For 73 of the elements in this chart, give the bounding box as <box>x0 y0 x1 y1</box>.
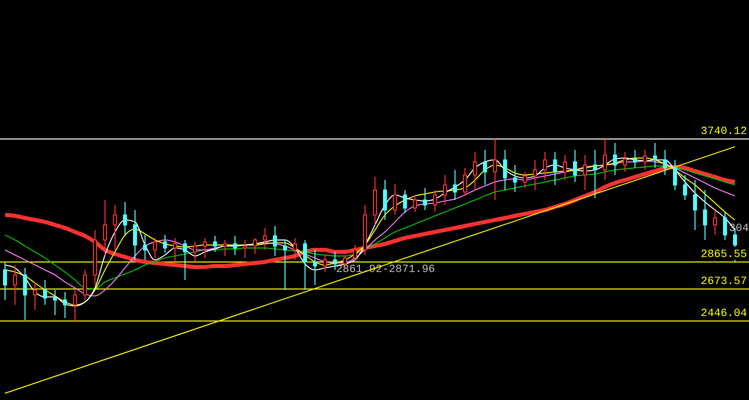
candlestick <box>523 171 527 189</box>
candlestick <box>603 138 607 181</box>
candlestick <box>253 237 257 255</box>
ref-line-label: 2446.04 <box>700 308 748 320</box>
candlestick <box>263 227 267 250</box>
ref-line-label: 3740.12 <box>700 126 747 138</box>
candlestick <box>663 149 667 176</box>
candlestick <box>723 211 727 240</box>
candlestick <box>213 235 217 252</box>
candlestick <box>143 234 147 260</box>
candlestick <box>693 180 697 230</box>
ref-line-label: 2673.57 <box>700 276 747 288</box>
candlestick <box>573 149 577 182</box>
candlestick <box>533 159 537 191</box>
candlestick <box>83 269 87 300</box>
candlestick <box>513 164 517 192</box>
candlestick <box>683 174 687 200</box>
candlestick <box>23 267 27 320</box>
candlestick <box>353 244 357 262</box>
ref-line-label: 2865.55 <box>700 248 747 261</box>
candlestick <box>403 190 407 214</box>
candlestick <box>73 290 77 323</box>
candlestick <box>453 169 457 200</box>
candlestick <box>13 264 17 306</box>
candlestick <box>133 209 137 260</box>
candlestick <box>63 291 67 319</box>
candlestick <box>303 239 307 291</box>
candlestick <box>563 154 567 181</box>
candlestick <box>553 151 557 186</box>
candlestick <box>503 149 507 191</box>
candlestick <box>703 190 707 240</box>
candlestick <box>673 159 677 191</box>
candlestick <box>273 226 277 256</box>
candlestick <box>323 254 327 272</box>
candlestick <box>413 194 417 212</box>
candlestick <box>233 235 237 256</box>
candlestick <box>543 151 547 181</box>
candlestick <box>193 241 197 262</box>
candlestick <box>333 251 337 270</box>
candlestick <box>183 239 187 281</box>
candlestick <box>243 239 247 258</box>
candlestick <box>383 180 387 220</box>
candlestick <box>203 237 207 258</box>
candlestick <box>43 280 47 306</box>
candlestick <box>313 249 317 286</box>
candlestick <box>173 237 177 262</box>
candlestick <box>153 237 157 258</box>
candlestick <box>113 204 117 250</box>
candlestick <box>653 142 657 168</box>
candlestick <box>393 183 397 216</box>
candlestick <box>473 151 477 191</box>
candlestick <box>223 239 227 256</box>
candlestick <box>643 149 647 170</box>
candlestick <box>163 234 167 254</box>
candlestick <box>483 149 487 186</box>
candlestick <box>103 200 107 256</box>
candlestick <box>633 149 637 168</box>
candlestick <box>443 174 447 206</box>
candlestick <box>33 281 37 310</box>
candlestick <box>283 239 287 291</box>
candlestick <box>433 190 437 212</box>
candlestick <box>463 167 467 197</box>
candlestick <box>123 201 127 236</box>
candlestick <box>593 149 597 199</box>
candlestick <box>713 209 717 236</box>
candlestick <box>613 142 617 176</box>
candlestick <box>3 261 7 300</box>
candlestick <box>53 290 57 316</box>
candlestick <box>623 151 627 172</box>
candlestick <box>493 138 497 200</box>
candlestick <box>423 188 427 210</box>
candlestick <box>583 154 587 191</box>
candlestick <box>293 237 297 260</box>
